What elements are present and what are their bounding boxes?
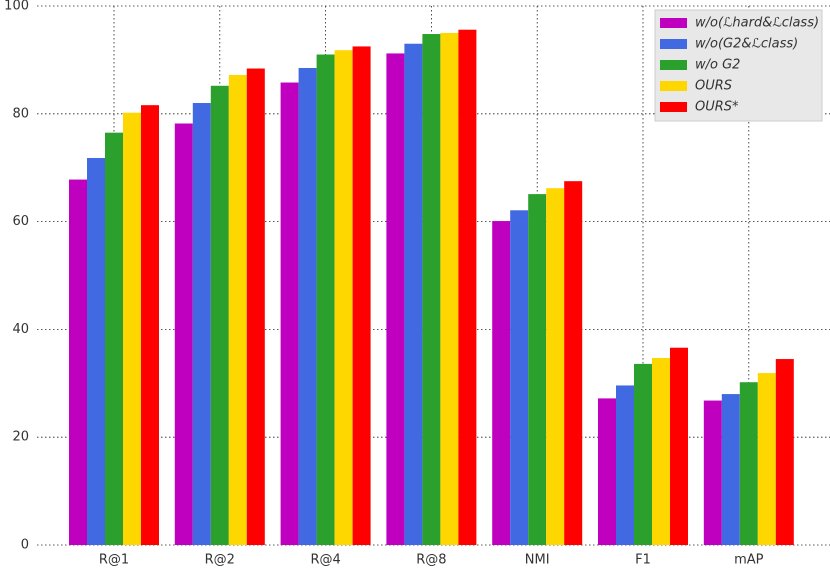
y-tick-label: 0 — [21, 538, 29, 553]
bar — [298, 67, 317, 546]
legend-swatch — [660, 102, 687, 112]
bar — [652, 357, 670, 545]
bar — [404, 43, 423, 545]
x-tick-label: mAP — [734, 553, 764, 568]
bar — [670, 347, 688, 545]
bar — [458, 29, 477, 545]
bar — [422, 34, 441, 545]
bar — [105, 132, 123, 546]
bar — [757, 373, 776, 545]
bar — [546, 188, 565, 545]
y-tick-label: 20 — [12, 430, 29, 445]
bar — [141, 105, 159, 546]
y-tick-label: 80 — [12, 106, 29, 121]
legend-swatch — [660, 39, 687, 49]
bar — [598, 398, 616, 545]
bar — [775, 359, 794, 545]
bar — [703, 400, 722, 545]
bar — [123, 112, 141, 546]
legend: w/o(ℒhard&ℒclass) w/o(G2&ℒclass) w/o G2 OUR… — [654, 9, 823, 122]
x-tick-label: R@4 — [310, 553, 340, 568]
legend-swatch — [660, 60, 687, 70]
legend-swatch — [660, 18, 687, 28]
bar — [334, 50, 353, 546]
bar — [174, 123, 193, 545]
bar — [386, 53, 405, 545]
legend-label: w/o G2 — [695, 58, 740, 73]
bar — [69, 179, 87, 546]
bar — [87, 157, 105, 546]
bar — [316, 54, 335, 545]
legend-label: w/o(ℒhard&ℒclass) — [695, 16, 819, 31]
bar — [510, 210, 529, 545]
bar — [352, 46, 371, 546]
x-tick-label: R@1 — [99, 553, 129, 568]
x-tick-label: R@8 — [416, 553, 446, 568]
bar — [528, 194, 547, 545]
bar — [280, 82, 299, 546]
bar — [634, 363, 652, 545]
bar — [192, 103, 211, 546]
y-tick-label: 40 — [12, 322, 29, 337]
bar — [228, 74, 247, 545]
bar — [564, 181, 583, 546]
bar — [739, 382, 758, 545]
bar — [492, 221, 511, 545]
legend-label: OURS* — [695, 100, 739, 115]
legend-label: OURS — [695, 79, 732, 94]
bar — [210, 85, 229, 545]
bar — [440, 32, 459, 545]
legend-label: w/o(G2&ℒclass) — [695, 37, 798, 52]
x-tick-label: NMI — [525, 553, 550, 568]
x-tick-label: F1 — [635, 553, 651, 568]
x-tick-label: R@2 — [205, 553, 235, 568]
y-tick-label: 100 — [4, 0, 29, 14]
bar — [246, 68, 265, 546]
y-tick-label: 60 — [12, 214, 29, 229]
bar — [721, 394, 740, 545]
legend-swatch — [660, 81, 687, 91]
bar — [616, 385, 634, 545]
